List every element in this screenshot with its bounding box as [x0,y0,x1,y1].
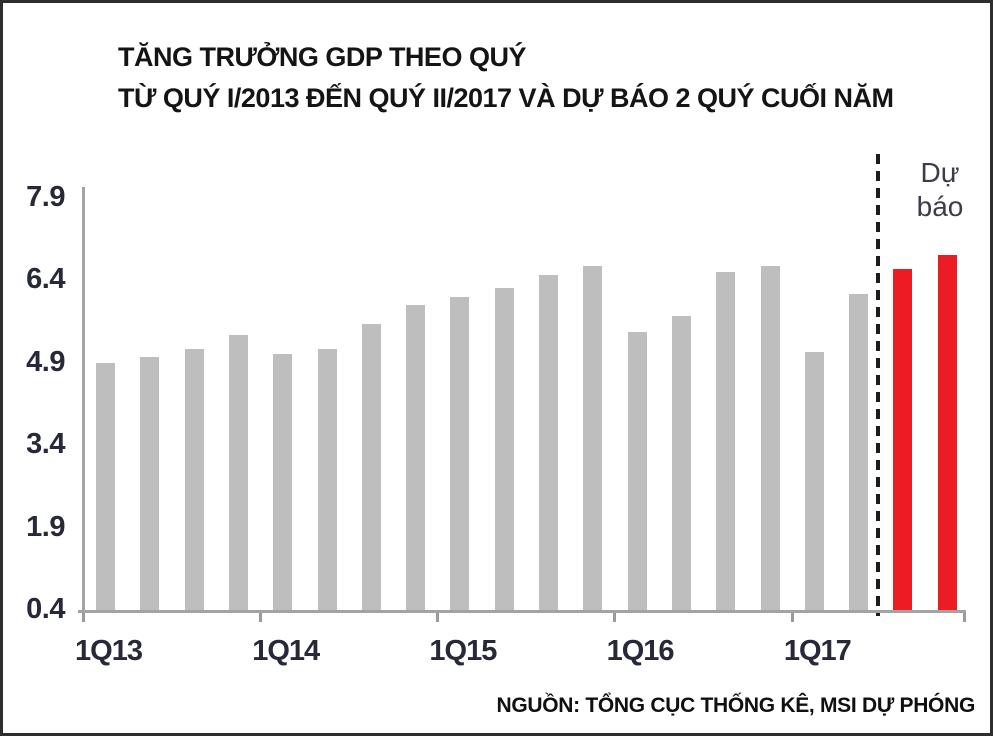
x-tick-mark [259,613,262,622]
bar-4Q13 [228,335,248,610]
x-tick-label-1Q15: 1Q15 [429,635,497,667]
forecast-label: Dự báo [916,157,964,222]
y-tick-label: 6.4 [26,263,65,295]
x-tick-label-1Q16: 1Q16 [606,635,675,667]
source-note: NGUỒN: TỔNG CỤC THỐNG KÊ, MSI DỰ PHÓNG [496,694,975,717]
x-tick-mark [436,613,439,622]
bar-4Q16 [760,266,780,610]
bar-4Q14 [406,304,426,610]
x-tick-mark [613,613,616,622]
plot-area: 7.9 6.4 4.9 3.4 1.9 0.4 1Q13 1Q14 1Q15 1Q16 1Q17 … [3,3,990,733]
chart-title-line2: TỪ QUÝ I/2013 ĐẾN QUÝ II/2017 VÀ DỰ BÁO … [118,83,894,113]
x-tick-label-1Q14: 1Q14 [252,635,320,667]
y-tick-label: 3.4 [26,428,65,460]
bar-1Q13 [96,362,115,610]
y-tick-label: 0.4 [26,593,65,625]
bar-1Q15 [450,296,470,610]
bar-2Q16 [671,315,691,610]
bar-2Q14 [317,348,337,610]
x-tick-mark [791,613,794,622]
chart-title-line1: TĂNG TRƯỞNG GDP THEO QUÝ [118,42,526,72]
x-tick-mark [82,613,85,622]
bar-1Q14 [273,354,293,610]
bar-4Q15 [583,266,603,610]
bar-3Q16 [716,271,736,610]
bar-3Q13 [184,348,204,610]
y-tick-label: 7.9 [26,180,65,213]
y-axis [82,187,85,613]
x-axis [78,610,966,613]
bar-1Q16 [627,332,647,610]
chart-title: TĂNG TRƯỞNG GDP THEO QUÝ TỪ QUÝ I/2013 Đ… [118,37,894,119]
bar-3Q17F [893,269,913,610]
bar-4Q17F [937,255,957,610]
bar-2Q17 [849,293,869,610]
y-tick-label: 1.9 [26,510,65,543]
bar-2Q15 [494,288,514,610]
x-tick-label-1Q13: 1Q13 [75,635,143,667]
y-tick-label: 4.9 [26,345,65,378]
bar-3Q15 [539,274,558,610]
x-tick-label-1Q17: 1Q17 [783,635,852,667]
x-tick-mark [963,613,966,622]
forecast-divider-dashed-line [876,154,880,616]
bar-1Q17 [804,351,824,610]
bar-2Q13 [140,357,160,610]
bar-3Q14 [361,324,381,610]
